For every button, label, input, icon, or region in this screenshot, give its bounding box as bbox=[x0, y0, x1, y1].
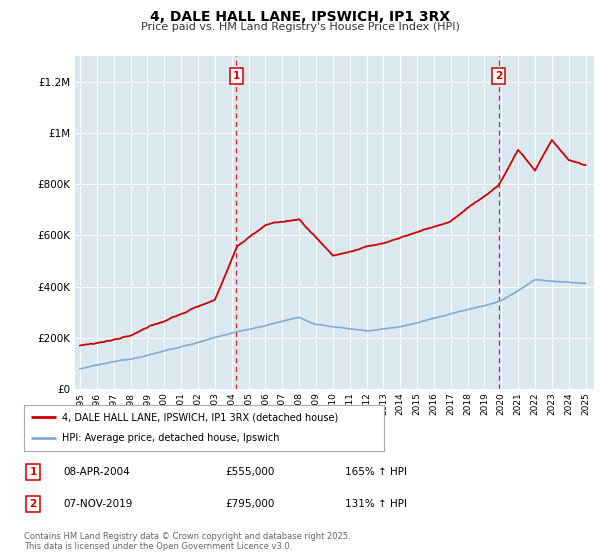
Text: 1: 1 bbox=[233, 71, 240, 81]
Text: £795,000: £795,000 bbox=[225, 499, 274, 509]
Text: Price paid vs. HM Land Registry's House Price Index (HPI): Price paid vs. HM Land Registry's House … bbox=[140, 22, 460, 32]
Text: 1: 1 bbox=[29, 467, 37, 477]
Text: 165% ↑ HPI: 165% ↑ HPI bbox=[345, 467, 407, 477]
Text: 07-NOV-2019: 07-NOV-2019 bbox=[63, 499, 133, 509]
Text: 131% ↑ HPI: 131% ↑ HPI bbox=[345, 499, 407, 509]
Text: 2: 2 bbox=[495, 71, 502, 81]
Text: HPI: Average price, detached house, Ipswich: HPI: Average price, detached house, Ipsw… bbox=[62, 433, 280, 444]
Text: £555,000: £555,000 bbox=[225, 467, 274, 477]
Text: 08-APR-2004: 08-APR-2004 bbox=[63, 467, 130, 477]
Text: 4, DALE HALL LANE, IPSWICH, IP1 3RX (detached house): 4, DALE HALL LANE, IPSWICH, IP1 3RX (det… bbox=[62, 412, 338, 422]
Text: 4, DALE HALL LANE, IPSWICH, IP1 3RX: 4, DALE HALL LANE, IPSWICH, IP1 3RX bbox=[150, 10, 450, 24]
Text: 2: 2 bbox=[29, 499, 37, 509]
Text: Contains HM Land Registry data © Crown copyright and database right 2025.
This d: Contains HM Land Registry data © Crown c… bbox=[24, 532, 350, 552]
